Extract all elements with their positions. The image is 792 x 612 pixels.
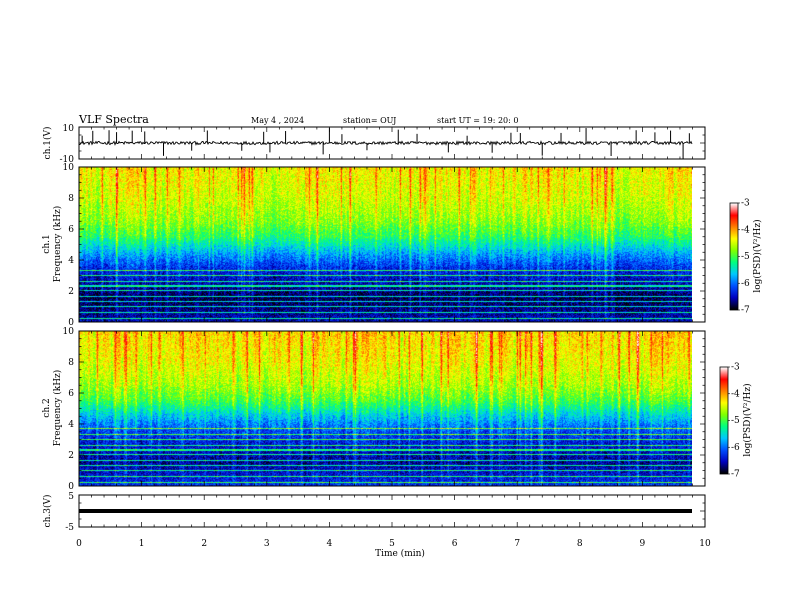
ch3-ytick-top: 5 xyxy=(68,492,74,502)
time-tick-label: 1 xyxy=(139,539,145,549)
ch1-noise-line xyxy=(79,140,693,146)
colorbar-tick-label: -3 xyxy=(731,363,740,373)
ch1-ytick-bottom: -10 xyxy=(60,155,75,165)
freq-tick-label: 0 xyxy=(68,482,74,492)
colorbar-tick-label: -7 xyxy=(741,306,750,316)
colorbar-tick-label: -4 xyxy=(741,225,750,235)
date-label: May 4 , 2024 xyxy=(251,116,304,125)
freq-tick-label: 0 xyxy=(68,318,74,328)
ch2-colorbar-tick-labels: -3 -4 -5 -6 -7 xyxy=(728,363,740,480)
ch1-ytick-top: 10 xyxy=(63,124,75,134)
time-tick-label: 2 xyxy=(201,539,207,549)
time-tick-label: 0 xyxy=(76,539,82,549)
ch1-spectrogram-image xyxy=(79,167,692,322)
freq-tick-label: 2 xyxy=(68,451,74,461)
ch1-freq-tick-labels: 0 2 4 6 8 10 xyxy=(63,163,75,328)
freq-tick-label: 6 xyxy=(68,225,74,235)
ch2-spectrogram-image xyxy=(79,331,692,486)
figure-title: VLF Spectra xyxy=(78,113,149,126)
time-axis-label: Time (min) xyxy=(375,548,425,559)
colorbar-tick-label: -6 xyxy=(731,443,740,453)
freq-tick-label: 4 xyxy=(68,256,74,266)
ch3-waveform-ticks xyxy=(78,494,706,528)
station-label: station= OUJ xyxy=(343,116,396,125)
colorbar-tick-label: -3 xyxy=(741,199,750,209)
freq-tick-label: 8 xyxy=(68,358,74,368)
ch3-ytick-bottom: -5 xyxy=(65,523,74,533)
time-tick-label: 5 xyxy=(389,539,395,549)
time-tick-labels: 0 1 2 3 4 5 6 7 8 9 10 xyxy=(76,539,711,549)
freq-tick-label: 8 xyxy=(68,194,74,204)
ch1-waveform-trace xyxy=(79,127,693,159)
time-tick-label: 3 xyxy=(264,539,270,549)
freq-tick-label: 4 xyxy=(68,420,74,430)
ch1-colorbar-label: log(PSD)(V²/Hz) xyxy=(752,219,763,292)
ch1-colorbar-tick-labels: -3 -4 -5 -6 -7 xyxy=(738,199,750,316)
ch2-colorbar-label: log(PSD)(V²/Hz) xyxy=(742,383,753,456)
start-ut-label: start UT = 19: 20: 0 xyxy=(437,116,518,125)
freq-tick-label: 10 xyxy=(63,327,75,337)
ch1-colorbar xyxy=(730,203,738,310)
ch3-waveform-panel: 5 -5 ch.3(V) 0 1 2 3 4 5 6 7 8 9 10 Time (min) xyxy=(42,492,711,559)
colorbar-tick-label: -4 xyxy=(731,389,740,399)
freq-tick-label: 10 xyxy=(63,163,75,173)
time-tick-label: 6 xyxy=(452,539,458,549)
ch2-freq-tick-labels: 0 2 4 6 8 10 xyxy=(63,327,75,492)
ch2-colorbar xyxy=(720,367,728,474)
freq-tick-label: 6 xyxy=(68,389,74,399)
colorbar-tick-label: -5 xyxy=(741,252,750,262)
ch2-ylabel-frequency: Frequency (kHz) xyxy=(52,370,63,447)
ch1-ylabel: ch.1(V) xyxy=(42,127,53,160)
ch1-spectrogram-ticks xyxy=(78,166,706,323)
ch1-ylabel-frequency: Frequency (kHz) xyxy=(52,206,63,283)
time-tick-label: 7 xyxy=(514,539,520,549)
time-tick-label: 8 xyxy=(577,539,583,549)
freq-tick-label: 2 xyxy=(68,287,74,297)
colorbar-tick-label: -7 xyxy=(731,470,740,480)
time-tick-label: 4 xyxy=(327,539,333,549)
ch1-ylabel-channel: ch.1 xyxy=(42,234,52,253)
ch2-ylabel-channel: ch.2 xyxy=(42,398,52,417)
ch1-waveform-panel: 10 -10 ch.1(V) xyxy=(42,124,706,165)
time-tick-label: 10 xyxy=(699,539,711,549)
time-tick-label: 9 xyxy=(640,539,646,549)
ch1-waveform-ticks xyxy=(78,126,706,160)
ch3-ylabel: ch.3(V) xyxy=(42,495,53,528)
ch2-spectrogram-ticks xyxy=(78,330,706,487)
ch3-constant-trace xyxy=(79,509,692,513)
colorbar-tick-label: -5 xyxy=(731,416,740,426)
colorbar-tick-label: -6 xyxy=(741,279,750,289)
